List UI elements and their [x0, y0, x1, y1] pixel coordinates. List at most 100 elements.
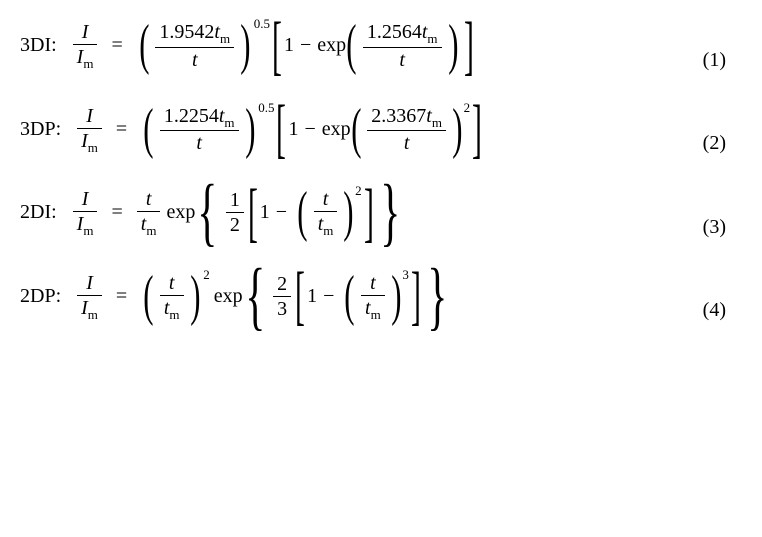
equation-row-2DP: 2DP: I Im = ( t tm ) 2 exp { 2 3 [ 1 −	[20, 271, 742, 323]
bracket-content: 1 − exp ( 1.2564tm t )	[284, 20, 462, 72]
equation-label: 2DP:	[20, 285, 61, 308]
left-paren: (	[297, 193, 307, 232]
bracket-content: 1 − ( t tm ) 2	[260, 187, 362, 239]
denominator: t	[188, 48, 202, 72]
equation-label: 3DI:	[20, 34, 57, 57]
numerator: 2.3367tm	[367, 104, 446, 131]
minus-sign: −	[304, 118, 315, 141]
left-paren: (	[143, 110, 153, 149]
minus-sign: −	[300, 34, 311, 57]
exp-fraction: 2.3367tm t	[367, 104, 446, 156]
equals-sign: =	[116, 118, 127, 141]
numerator: t	[165, 271, 179, 295]
denominator: tm	[314, 212, 338, 239]
denominator: Im	[77, 296, 102, 323]
half-fraction: 1 2	[226, 188, 244, 237]
equation-content: 3DI: I Im = ( 1.9542tm t ) 0.5 [ 1 − exp…	[20, 20, 474, 72]
exponent: 0.5	[254, 16, 270, 32]
left-bracket: [	[248, 190, 258, 236]
ratio-paren-group: ( t tm )	[340, 271, 405, 323]
first-paren-group: ( 1.2254tm t )	[139, 104, 259, 156]
exp-text: exp	[214, 285, 243, 308]
right-brace: }	[380, 188, 400, 237]
numerator: I	[78, 20, 93, 44]
ratio-fraction: t tm	[361, 271, 385, 323]
equation-content: 3DP: I Im = ( 1.2254tm t ) 0.5 [ 1 − exp…	[20, 104, 482, 156]
ratio-fraction: t tm	[160, 271, 184, 323]
denominator: 3	[273, 297, 291, 321]
two-thirds-fraction: 2 3	[273, 272, 291, 321]
equals-sign: =	[111, 34, 122, 57]
equation-number: (3)	[703, 216, 742, 239]
bracket-content: 1 − exp ( 2.3367tm t ) 2	[288, 104, 470, 156]
denominator: t	[395, 48, 409, 72]
coef-fraction: 1.9542tm t	[155, 20, 234, 72]
denominator: tm	[137, 212, 161, 239]
minus-sign: −	[323, 285, 334, 308]
numerator: 1.9542tm	[155, 20, 234, 47]
exp-text: exp	[166, 201, 195, 224]
equation-row-3DP: 3DP: I Im = ( 1.2254tm t ) 0.5 [ 1 − exp…	[20, 104, 742, 156]
left-paren: (	[346, 26, 356, 65]
right-bracket: ]	[464, 23, 474, 69]
left-paren: (	[143, 277, 153, 316]
equation-number: (2)	[703, 132, 742, 155]
numerator: 1.2564tm	[363, 20, 442, 47]
left-paren: (	[345, 277, 355, 316]
first-paren-group: ( 1.9542tm t )	[135, 20, 255, 72]
exp-arg-group: ( 2.3367tm t )	[347, 104, 467, 156]
equation-number: (4)	[703, 299, 742, 322]
ratio-fraction: t tm	[314, 187, 338, 239]
right-brace: }	[427, 272, 447, 321]
equation-row-2DI: 2DI: I Im = t tm exp { 1 2 [ 1 − ( t	[20, 187, 742, 239]
denominator: t	[400, 131, 414, 155]
lhs-fraction: I Im	[73, 20, 98, 72]
exp-arg-group: ( 1.2564tm t )	[342, 20, 462, 72]
equation-row-3DI: 3DI: I Im = ( 1.9542tm t ) 0.5 [ 1 − exp…	[20, 20, 742, 72]
numerator: t	[142, 187, 156, 211]
denominator: tm	[160, 296, 184, 323]
right-paren: )	[452, 110, 462, 149]
equation-number: (1)	[703, 49, 742, 72]
one: 1	[260, 201, 270, 224]
left-brace: {	[198, 188, 218, 237]
denominator: t	[192, 131, 206, 155]
numerator: 1.2254tm	[160, 104, 239, 131]
one: 1	[284, 34, 294, 57]
exponent: 0.5	[258, 100, 274, 116]
numerator: I	[82, 104, 97, 128]
lhs-fraction: I Im	[77, 104, 102, 156]
numerator: t	[319, 187, 333, 211]
right-bracket: ]	[411, 273, 421, 319]
left-paren: (	[139, 26, 149, 65]
numerator: I	[78, 187, 93, 211]
numerator: 2	[273, 272, 291, 296]
right-bracket: ]	[364, 190, 374, 236]
left-brace: {	[245, 272, 265, 321]
right-paren: )	[240, 26, 250, 65]
ratio-paren-group: ( t tm )	[139, 271, 204, 323]
equals-sign: =	[116, 285, 127, 308]
equation-content: 2DP: I Im = ( t tm ) 2 exp { 2 3 [ 1 −	[20, 271, 451, 323]
denominator: 2	[226, 213, 244, 237]
denominator: tm	[361, 296, 385, 323]
left-paren: (	[351, 110, 361, 149]
numerator: t	[366, 271, 380, 295]
numerator: 1	[226, 188, 244, 212]
minus-sign: −	[276, 201, 287, 224]
lhs-fraction: I Im	[73, 187, 98, 239]
ratio-fraction: t tm	[137, 187, 161, 239]
denominator: Im	[73, 45, 98, 72]
right-paren: )	[245, 110, 255, 149]
equation-label: 3DP:	[20, 118, 61, 141]
right-bracket: ]	[472, 106, 482, 152]
lhs-fraction: I Im	[77, 271, 102, 323]
denominator: Im	[73, 212, 98, 239]
right-paren: )	[344, 193, 354, 232]
ratio-paren-group: ( t tm )	[293, 187, 358, 239]
coef-fraction: 1.2254tm t	[160, 104, 239, 156]
denominator: Im	[77, 129, 102, 156]
exp-fraction: 1.2564tm t	[363, 20, 442, 72]
equation-label: 2DI:	[20, 201, 57, 224]
left-bracket: [	[272, 23, 282, 69]
